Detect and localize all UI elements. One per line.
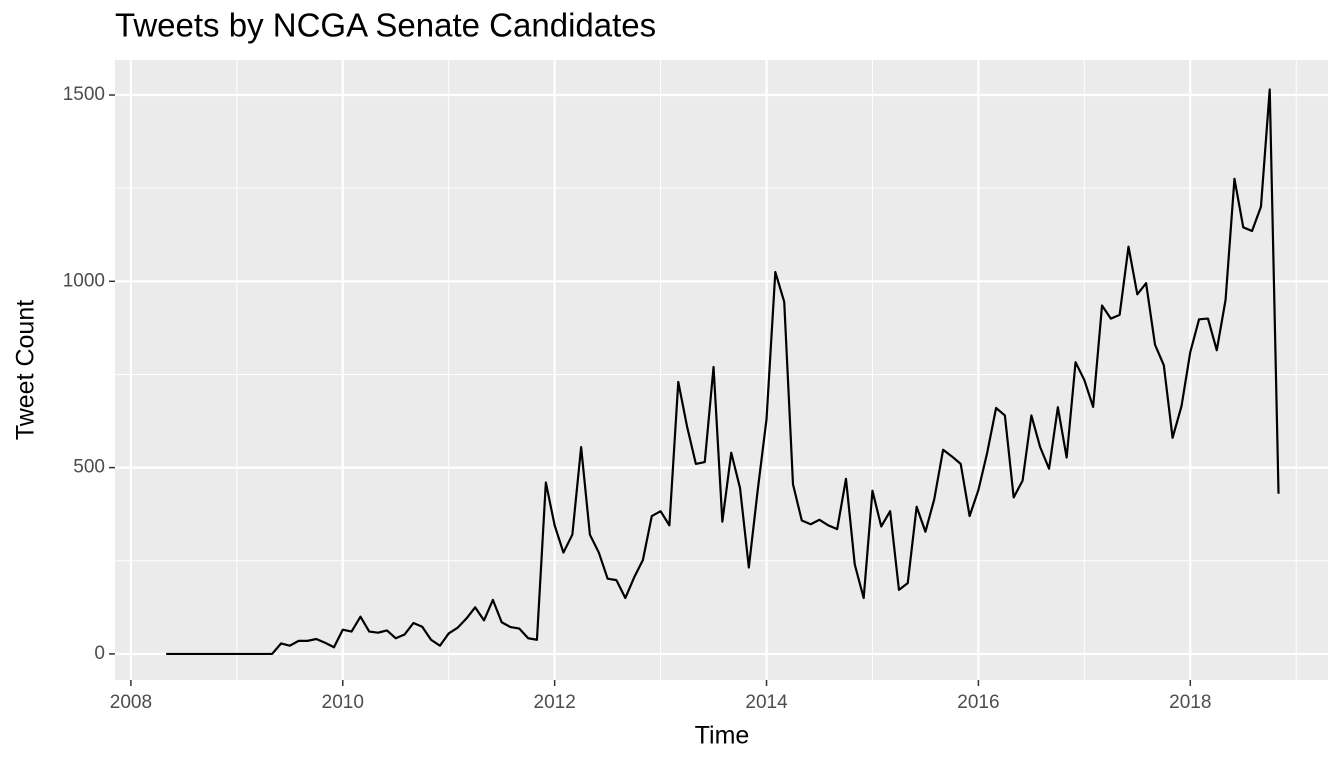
x-tick-label: 2010 — [322, 692, 364, 713]
plot-panel — [115, 60, 1328, 680]
x-tick-label: 2014 — [745, 692, 788, 713]
y-tick-label: 1500 — [63, 84, 105, 105]
y-tick-label: 500 — [73, 457, 105, 478]
chart-title: Tweets by NCGA Senate Candidates — [115, 7, 656, 44]
x-tick-label: 2008 — [110, 692, 152, 713]
x-axis-title: Time — [695, 722, 750, 750]
x-tick-label: 2016 — [957, 692, 999, 713]
x-tick-label: 2018 — [1169, 692, 1211, 713]
y-tick-label: 1000 — [63, 270, 105, 291]
data-line — [166, 88, 1280, 656]
y-axis-title: Tweet Count — [12, 300, 40, 440]
x-tick-label: 2012 — [534, 692, 576, 713]
y-tick-label: 0 — [94, 643, 105, 664]
